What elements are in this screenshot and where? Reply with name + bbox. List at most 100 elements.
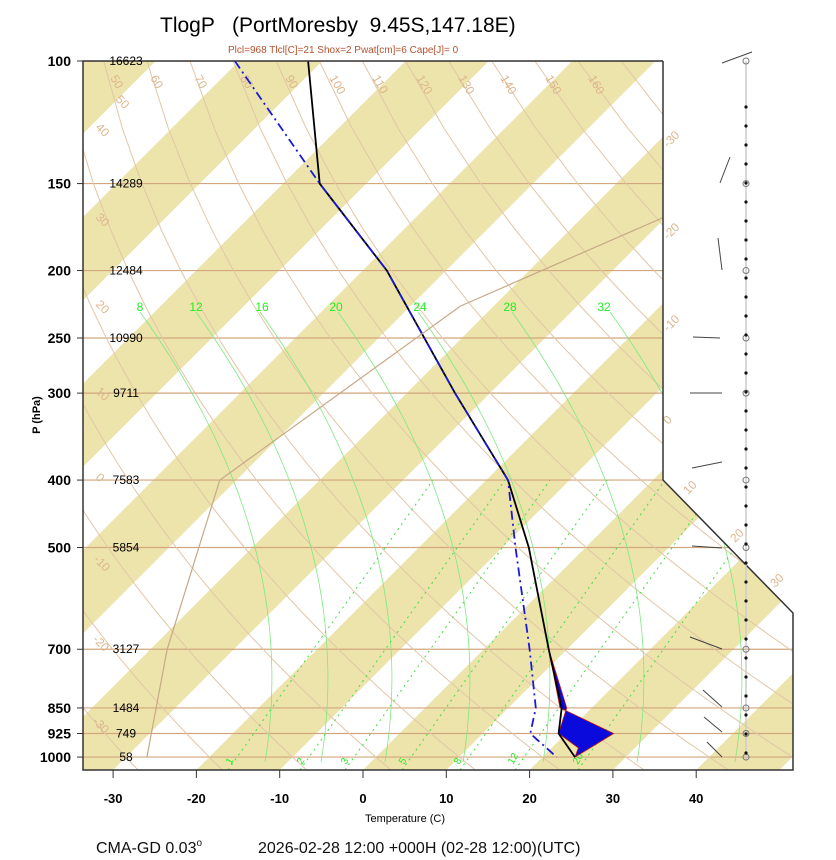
- wind-dot: [744, 200, 748, 204]
- wind-dot: [744, 238, 748, 242]
- wind-level-marker: [742, 57, 750, 65]
- isotherm-label-right: 10: [680, 478, 700, 498]
- wind-dot: [744, 124, 748, 128]
- pressure-tick-label: 700: [48, 641, 72, 657]
- wind-dot: [744, 485, 748, 489]
- parcel-path-line: [146, 61, 793, 758]
- footer-degree: o: [196, 838, 202, 849]
- pressure-tick-label: 200: [48, 263, 72, 279]
- wind-dot: [744, 561, 748, 565]
- dry-adiabat: [83, 61, 225, 770]
- mixing-ratio-line: [227, 479, 434, 770]
- moist-adiabat: [139, 311, 273, 763]
- wind-barb: [691, 545, 723, 549]
- theta-labels: 50 60 70 80 90 100 110 120 130 140 150 160: [107, 73, 607, 98]
- wind-dot: [744, 409, 748, 413]
- height-label: 12484: [109, 264, 143, 278]
- dry-adiabat: [405, 61, 793, 770]
- wind-barb: [717, 237, 723, 271]
- dry-adiabat: [83, 61, 310, 770]
- dry-adiabat: [83, 61, 141, 770]
- moist-adiabat-label: 20: [329, 300, 343, 314]
- moist-adiabat-label: 28: [503, 300, 517, 314]
- height-label: 3127: [113, 642, 140, 656]
- wind-barb: [721, 51, 753, 64]
- wind-dot: [744, 428, 748, 432]
- theta-label: 90: [282, 73, 301, 92]
- wind-dot: [744, 162, 748, 166]
- moist-adiabat-lines: [139, 311, 743, 763]
- wind-barb: [689, 636, 723, 650]
- pressure-tick-label: 500: [48, 540, 72, 556]
- wind-dot: [744, 257, 748, 261]
- theta-label: 60: [147, 73, 166, 92]
- isotherm-label: -20: [90, 632, 112, 654]
- wind-dot: [744, 105, 748, 109]
- moist-adiabat: [337, 311, 471, 763]
- dry-adiabat: [361, 61, 793, 770]
- pressure-tick-label: 300: [48, 385, 72, 401]
- wind-dot: [744, 295, 748, 299]
- moist-adiabat-label: 16: [255, 300, 269, 314]
- isotherm-band: [529, 61, 793, 770]
- temperature-tick-label: 0: [359, 791, 366, 806]
- isotherm-band: [83, 61, 489, 770]
- footer-model-text: CMA-GD 0.03: [96, 840, 197, 857]
- wind-dot: [744, 713, 748, 717]
- height-label: 14289: [109, 177, 143, 191]
- isotherm-label: 0: [93, 470, 108, 485]
- pressure-tick-label: 150: [48, 176, 72, 192]
- wind-dot: [744, 504, 748, 508]
- temperature-tick-label: -20: [187, 791, 206, 806]
- wind-level-marker: [742, 180, 750, 188]
- dry-adiabat: [0, 61, 55, 772]
- mixing-ratio-labels: 1 2 3 5 8 12 20: [224, 751, 586, 767]
- footer-model: CMA-GD 0.03o: [96, 838, 202, 857]
- wind-level-marker: [742, 267, 750, 275]
- temperature-axis: -30 -20 -10 0 10 20 30 40: [104, 770, 703, 806]
- sounding-series: [146, 61, 793, 759]
- height-label: 5854: [113, 541, 140, 555]
- dry-adiabat: [83, 61, 394, 770]
- mixing-ratio-line: [514, 479, 721, 770]
- wind-level-marker: [742, 476, 750, 484]
- wind-dot: [744, 523, 748, 527]
- wind-dot: [744, 694, 748, 698]
- pressure-tick-label: 100: [48, 53, 72, 69]
- moist-adiabat: [417, 311, 551, 763]
- pressure-tick-label: 1000: [40, 749, 71, 765]
- dry-adiabat: [146, 61, 732, 770]
- theta-label: 50: [107, 73, 126, 92]
- dry-adiabat: [83, 61, 478, 770]
- temperature-tick-label: -10: [270, 791, 289, 806]
- wind-dot: [744, 732, 748, 736]
- moist-adiabat-label: 8: [137, 300, 144, 314]
- footer-time: 2026-02-28 12:00 +000H (02-28 12:00)(UTC…: [258, 840, 580, 857]
- moist-adiabat-labels: 8 12 16 20 24 28 32: [137, 300, 611, 314]
- mixing-ratio-label: 12: [506, 751, 521, 767]
- chart-subtitle: Plcl=968 Tlcl[C]=21 Shox=2 Pwat[cm]=6 Ca…: [228, 45, 459, 56]
- height-label: 16623: [109, 54, 143, 68]
- isotherm-band: [83, 61, 323, 770]
- wind-dot: [744, 390, 748, 394]
- theta-label: 70: [191, 73, 210, 92]
- wind-dot: [744, 314, 748, 318]
- temperature-tick-label: 10: [439, 791, 453, 806]
- wind-dot: [744, 618, 748, 622]
- wind-barb: [703, 716, 723, 733]
- wind-dot: [744, 466, 748, 470]
- isotherm-label-right: 30: [767, 571, 787, 591]
- moist-adiabat: [259, 311, 393, 763]
- wind-dot: [744, 143, 748, 147]
- wind-dot: [744, 542, 748, 546]
- wind-dot: [744, 675, 748, 679]
- temperature-tick-label: -30: [104, 791, 123, 806]
- temperature-tick-label: 30: [606, 791, 620, 806]
- pressure-tick-label: 850: [48, 700, 72, 716]
- mixing-ratio-label: 8: [452, 756, 465, 767]
- mixing-ratio-label: 20: [571, 751, 586, 767]
- wind-level-marker: [742, 645, 750, 653]
- wind-dot: [744, 656, 748, 660]
- wind-barb: [691, 461, 723, 469]
